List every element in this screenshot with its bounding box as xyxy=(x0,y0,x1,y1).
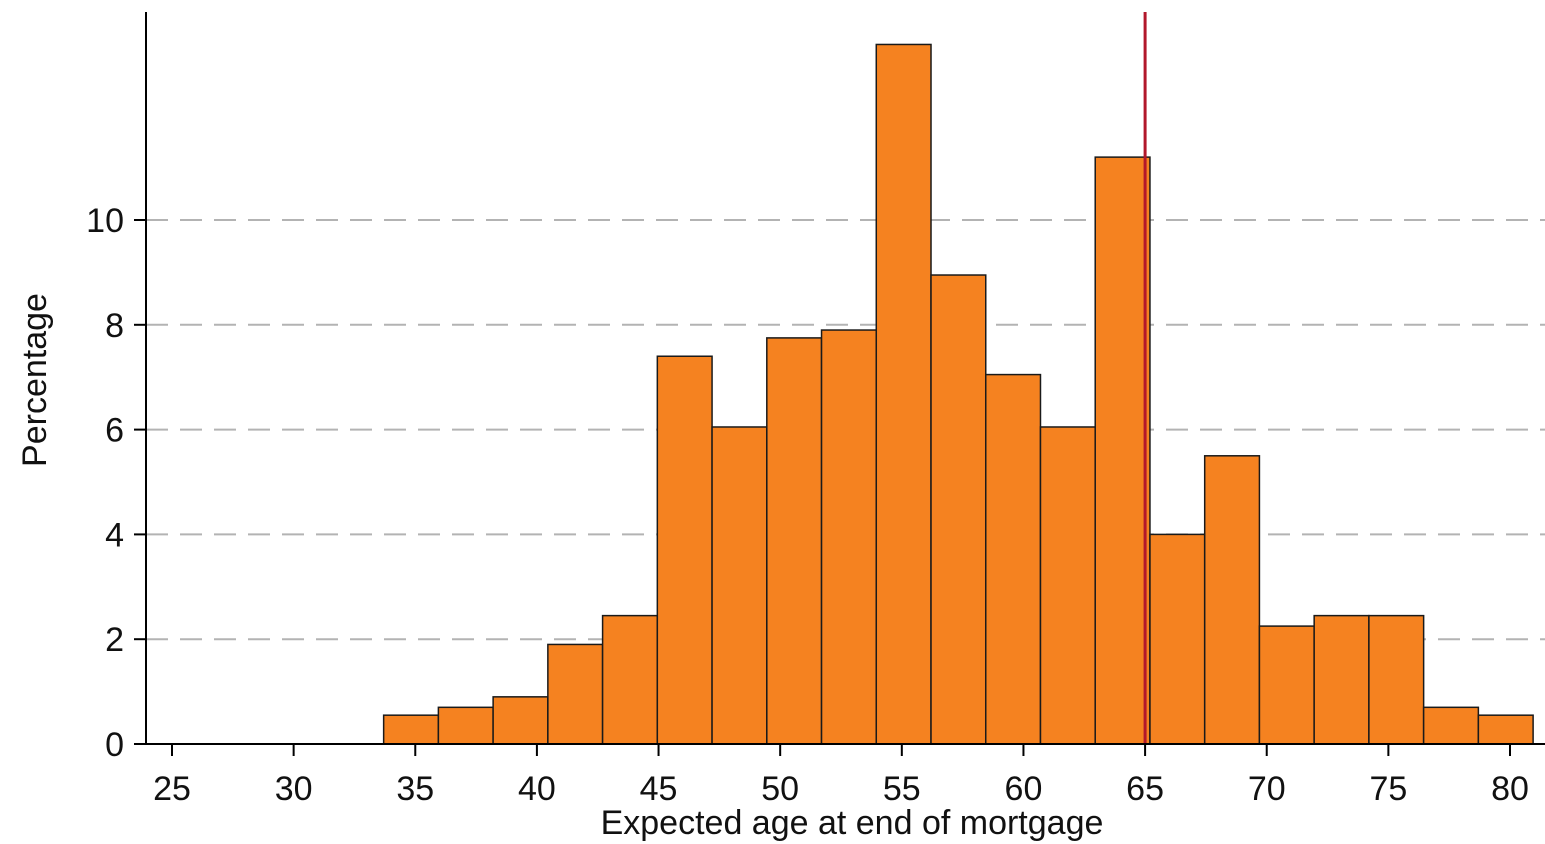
histogram-bar xyxy=(711,426,768,745)
histogram-bar xyxy=(875,43,932,745)
y-axis-ticks: 0 2 4 6 8 10 xyxy=(86,202,146,764)
histogram-bar xyxy=(1313,614,1370,745)
histogram-bar xyxy=(492,696,549,745)
y-tick-label: 0 xyxy=(105,726,124,764)
x-tick-label: 65 xyxy=(1126,770,1164,808)
y-tick-label: 6 xyxy=(105,412,124,450)
x-tick-label: 30 xyxy=(275,770,313,808)
histogram-bar xyxy=(1149,533,1206,745)
histogram-bar xyxy=(820,329,878,745)
x-tick-label: 40 xyxy=(518,770,556,808)
histogram-bar xyxy=(1422,706,1480,745)
x-tick-label: 45 xyxy=(640,770,678,808)
y-tick-label: 2 xyxy=(105,621,124,659)
histogram-bar xyxy=(1258,625,1315,745)
histogram-bar xyxy=(766,337,823,745)
histogram-bar xyxy=(1203,455,1261,745)
histogram-bar xyxy=(930,274,987,745)
histogram-bar xyxy=(984,373,1042,745)
histogram-bar xyxy=(547,643,604,745)
y-tick-label: 10 xyxy=(86,202,124,240)
x-tick-label: 60 xyxy=(1005,770,1043,808)
x-tick-label: 75 xyxy=(1369,770,1407,808)
y-axis-title: Percentage xyxy=(16,293,54,467)
histogram-bar xyxy=(601,614,659,745)
x-tick-label: 80 xyxy=(1491,770,1529,808)
histogram-bar xyxy=(1094,156,1151,745)
x-axis-title: Expected age at end of mortgage xyxy=(601,804,1104,842)
x-tick-label: 35 xyxy=(396,770,434,808)
y-tick-label: 8 xyxy=(105,307,124,345)
x-tick-label: 25 xyxy=(153,770,191,808)
x-tick-label: 70 xyxy=(1248,770,1286,808)
histogram-bar xyxy=(1368,614,1425,745)
histogram-bar xyxy=(1477,714,1534,745)
histogram-bar xyxy=(382,714,440,745)
histogram-bar xyxy=(1039,426,1096,745)
histogram-bar xyxy=(656,355,713,745)
y-tick-label: 4 xyxy=(105,516,124,554)
x-tick-label: 50 xyxy=(761,770,799,808)
x-tick-label: 55 xyxy=(883,770,921,808)
histogram-bars xyxy=(382,43,1534,745)
x-axis-ticks: 25 30 35 40 45 50 55 60 65 70 75 80 xyxy=(153,744,1529,808)
histogram-bar xyxy=(437,706,494,745)
